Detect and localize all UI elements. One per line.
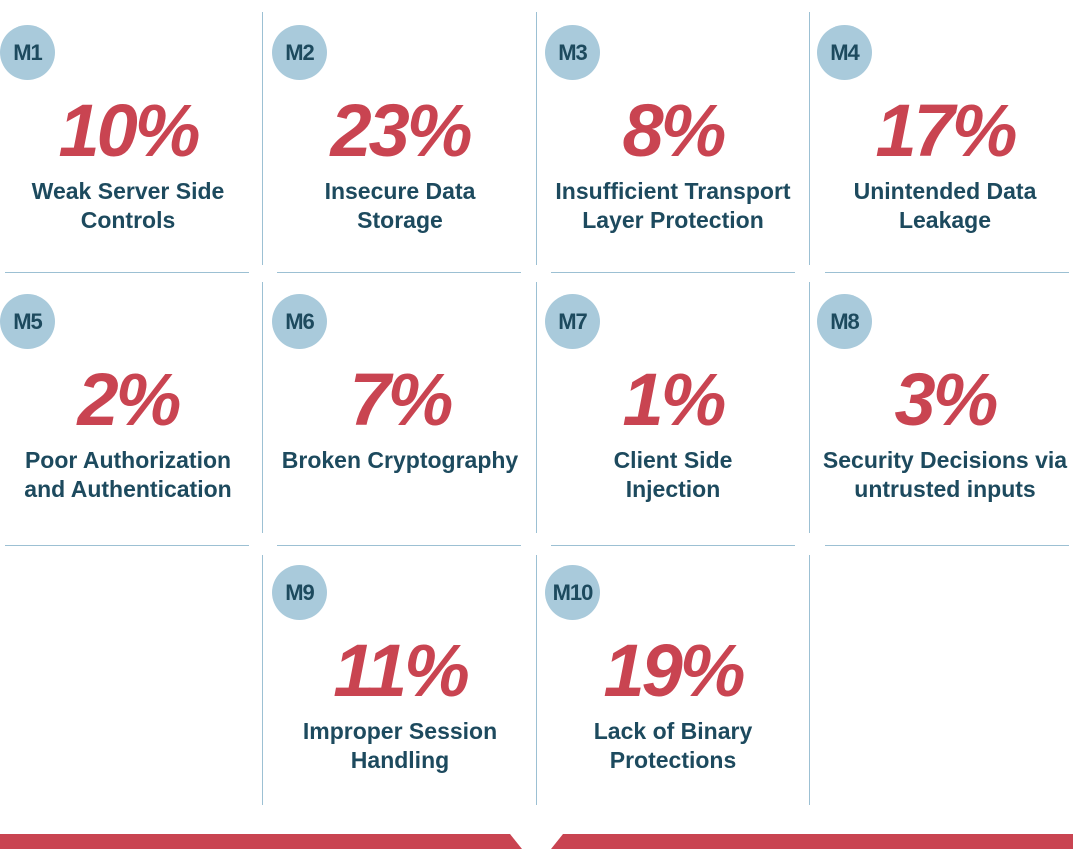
- divider: [536, 555, 537, 805]
- percent: 23%: [330, 89, 472, 172]
- description-line: Leakage: [898, 207, 992, 233]
- description-line: Security Decisions via: [822, 447, 1068, 473]
- description: Improper Session Handling: [266, 717, 534, 775]
- code-badge: M10: [545, 565, 600, 620]
- description: Unintended Data Leakage: [811, 177, 1073, 235]
- description-line: Insecure Data: [324, 178, 476, 204]
- percent: 19%: [603, 629, 745, 712]
- divider: [551, 272, 795, 273]
- percent: 7%: [349, 358, 454, 441]
- description-line: Storage: [357, 207, 443, 233]
- percent: 1%: [622, 358, 727, 441]
- description-line: Lack of Binary: [593, 718, 753, 744]
- tile: M1 10% Weak Server Side Controls: [0, 12, 262, 264]
- divider: [262, 555, 263, 805]
- description-line: Weak Server Side: [31, 178, 225, 204]
- divider: [551, 545, 795, 546]
- description-line: Client Side: [613, 447, 733, 473]
- code-badge: M7: [545, 294, 600, 349]
- divider: [5, 272, 249, 273]
- percent: 10%: [58, 89, 200, 172]
- divider: [5, 545, 249, 546]
- tile: M7 1% Client Side Injection: [539, 281, 807, 533]
- percent: 2%: [77, 358, 182, 441]
- code-badge: M6: [272, 294, 327, 349]
- divider: [277, 272, 521, 273]
- divider: [277, 545, 521, 546]
- tile: M4 17% Unintended Data Leakage: [811, 12, 1073, 264]
- percent: 3%: [894, 358, 999, 441]
- description: Insecure Data Storage: [266, 177, 534, 235]
- description: Broken Cryptography: [266, 446, 534, 475]
- tile: M3 8% Insufficient Transport Layer Protecti…: [539, 12, 807, 264]
- tile: M6 7% Broken Cryptography: [266, 281, 534, 533]
- divider: [809, 555, 810, 805]
- tile: M10 19% Lack of Binary Protections: [539, 552, 807, 804]
- divider: [825, 272, 1069, 273]
- description-line: untrusted inputs: [854, 476, 1036, 502]
- tile: M9 11% Improper Session Handling: [266, 552, 534, 804]
- description-line: Layer Protection: [582, 207, 764, 233]
- description-line: Insufficient Transport: [555, 178, 791, 204]
- code-badge: M4: [817, 25, 872, 80]
- divider: [825, 545, 1069, 546]
- description: Insufficient Transport Layer Protection: [539, 177, 807, 235]
- description-line: Poor Authorization: [24, 447, 232, 473]
- description-line: Controls: [80, 207, 176, 233]
- divider: [809, 12, 810, 265]
- description: Security Decisions via untrusted inputs: [811, 446, 1073, 504]
- description: Lack of Binary Protections: [539, 717, 807, 775]
- divider: [262, 282, 263, 533]
- description-line: Improper Session: [302, 718, 498, 744]
- percent: 17%: [875, 89, 1017, 172]
- divider: [536, 282, 537, 533]
- percent: 8%: [622, 89, 727, 172]
- code-badge: M5: [0, 294, 55, 349]
- tile: M2 23% Insecure Data Storage: [266, 12, 534, 264]
- description: Weak Server Side Controls: [0, 177, 262, 235]
- description-line: Handling: [350, 747, 450, 773]
- description-line: and Authentication: [24, 476, 232, 502]
- code-badge: M2: [272, 25, 327, 80]
- code-badge: M1: [0, 25, 55, 80]
- code-badge: M3: [545, 25, 600, 80]
- tile: M8 3% Security Decisions via untrusted inpu…: [811, 281, 1073, 533]
- description: Client Side Injection: [539, 446, 807, 504]
- description-line: Protections: [609, 747, 737, 773]
- description-line: Unintended Data: [853, 178, 1037, 204]
- percent: 11%: [333, 629, 470, 712]
- footer-bar: [0, 834, 1073, 849]
- description-line: Broken Cryptography: [281, 447, 519, 473]
- tile: M5 2% Poor Authorization and Authentication: [0, 281, 262, 533]
- code-badge: M9: [272, 565, 327, 620]
- divider: [262, 12, 263, 265]
- code-badge: M8: [817, 294, 872, 349]
- divider: [536, 12, 537, 265]
- description: Poor Authorization and Authentication: [0, 446, 262, 504]
- description-line: Injection: [625, 476, 721, 502]
- divider: [809, 282, 810, 533]
